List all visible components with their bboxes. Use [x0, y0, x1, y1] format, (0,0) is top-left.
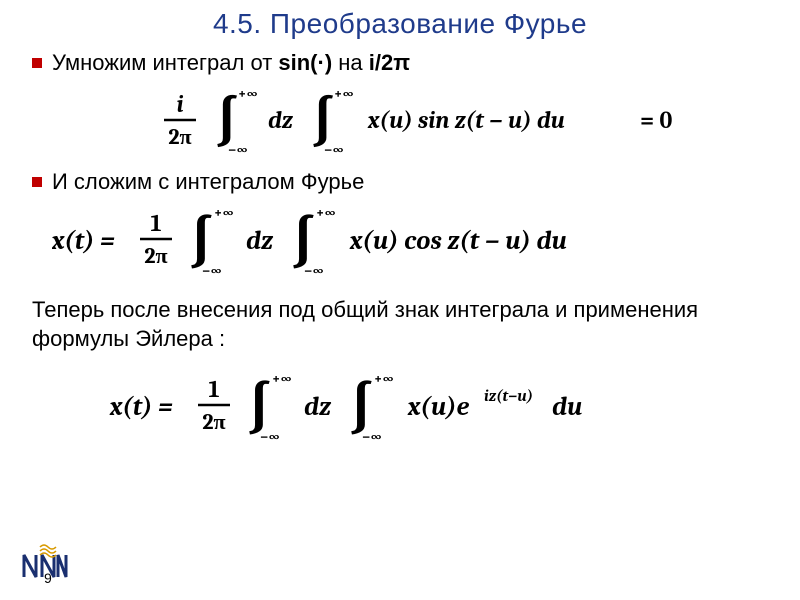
bullet-2-prefix: И сложим с интегралом Фурье	[52, 169, 364, 194]
eq2-dz: dz	[246, 226, 274, 256]
equation-3: x(t) = 1 2π ∫ +∞ −∞ dz ∫ +∞ −∞ x(u)e	[32, 367, 768, 450]
eq1-dz: dz	[268, 106, 294, 134]
eq1-int2-upper: +∞	[334, 85, 354, 102]
bullet-text-1: Умножим интеграл от sin(·) на i/2π	[52, 50, 410, 76]
eq3-int1-upper: +∞	[272, 370, 292, 387]
eq1-rhs: = 0	[640, 106, 672, 134]
bullet-row-1: Умножим интеграл от sin(·) на i/2π	[32, 50, 768, 76]
eq2-integrand: x(u) cos z(t − u) du	[349, 226, 567, 256]
paragraph: Теперь после внесения под общий знак инт…	[32, 296, 768, 353]
eq3-lhs: x(t) =	[109, 392, 173, 422]
slide-number: 9	[44, 570, 52, 586]
eq2-lhs: x(t) =	[52, 226, 115, 256]
slide: 4.5. Преобразование Фурье Умножим интегр…	[0, 0, 800, 600]
slide-body: Умножим интеграл от sin(·) на i/2π i 2π …	[0, 50, 800, 450]
eq1-den: 2π	[168, 124, 191, 150]
eq3-integrand-exp: iz(t−u)	[484, 387, 533, 405]
eq2-den: 2π	[144, 243, 167, 269]
eq3-integrand-pre: x(u)e	[407, 392, 469, 422]
bullet-icon	[32, 58, 42, 68]
bullet-text-2: И сложим с интегралом Фурье	[52, 169, 364, 195]
eq1-int2-lower: −∞	[324, 141, 344, 158]
eq2-int1-lower: −∞	[202, 262, 222, 279]
eq2-int2-lower: −∞	[304, 262, 324, 279]
eq1-int1-lower: −∞	[228, 141, 248, 158]
eq3-int2-upper: +∞	[374, 370, 394, 387]
bullet-row-2: И сложим с интегралом Фурье	[32, 169, 768, 195]
bullet-1-bold1: sin(·)	[278, 50, 332, 75]
eq2-int1-upper: +∞	[214, 204, 234, 221]
eq3-int2-lower: −∞	[362, 428, 382, 445]
eq1-integrand: x(u) sin z(t − u) du	[367, 106, 565, 134]
equation-1: i 2π ∫ +∞ −∞ dz ∫ +∞ −∞ x(u) sin z(t − u…	[32, 82, 768, 163]
eq3-dz: dz	[304, 392, 332, 422]
bullet-1-mid: на	[332, 50, 369, 75]
bullet-1-bold2: i/2π	[369, 50, 410, 75]
eq3-int1-lower: −∞	[260, 428, 280, 445]
bullet-icon	[32, 177, 42, 187]
eq3-num: 1	[209, 375, 220, 403]
eq2-int2-upper: +∞	[316, 204, 336, 221]
eq2-num: 1	[151, 209, 162, 237]
bullet-1-prefix: Умножим интеграл от	[52, 50, 278, 75]
equation-2: x(t) = 1 2π ∫ +∞ −∞ dz ∫ +∞ −∞ x(u) cos …	[32, 201, 768, 284]
eq1-int1-upper: +∞	[238, 85, 258, 102]
eq3-integrand-post: du	[552, 392, 582, 422]
slide-title: 4.5. Преобразование Фурье	[0, 0, 800, 40]
eq3-den: 2π	[202, 409, 225, 435]
eq1-num: i	[176, 90, 183, 118]
